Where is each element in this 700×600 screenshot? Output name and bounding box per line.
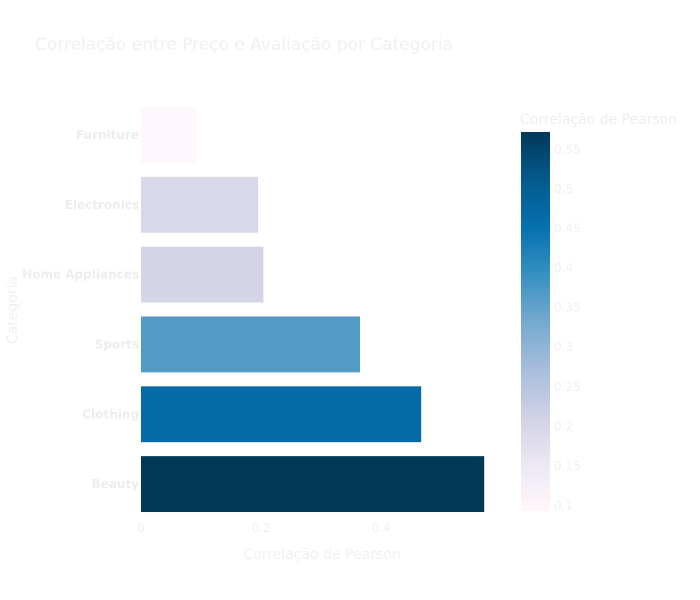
bar-home-appliances <box>141 246 264 303</box>
x-tick-label: 0.2 <box>251 521 270 535</box>
bars-group <box>141 106 485 513</box>
x-tick-labels: 0 0.2 0.4 <box>137 521 390 535</box>
y-tick-label: Clothing <box>82 407 139 421</box>
colorbar-tick-label: 0.3 <box>554 340 573 354</box>
colorbar-tick-labels: 0.1 0.15 0.2 0.25 0.3 0.35 0.4 0.45 0.5 0.55 <box>554 142 581 512</box>
colorbar <box>521 132 550 511</box>
y-tick-label: Beauty <box>92 477 140 491</box>
colorbar-tick-label: 0.2 <box>554 419 573 433</box>
y-tick-label: Furniture <box>76 128 139 142</box>
x-tick-label: 0.4 <box>371 521 390 535</box>
x-tick-label: 0 <box>137 521 145 535</box>
colorbar-tick-label: 0.4 <box>554 261 573 275</box>
y-tick-label: Home Appliances <box>22 268 139 282</box>
bar-sports <box>141 316 360 373</box>
colorbar-tick-label: 0.5 <box>554 182 573 196</box>
colorbar-tick-label: 0.25 <box>554 380 581 394</box>
colorbar-tick-label: 0.35 <box>554 301 581 315</box>
bar-furniture <box>141 106 197 163</box>
y-tick-labels: Furniture Electronics Home Appliances Sport… <box>22 128 139 491</box>
y-tick-label: Electronics <box>65 198 139 212</box>
x-axis-title: Correlação de Pearson <box>243 547 400 563</box>
bar-clothing <box>141 386 422 443</box>
y-tick-label: Sports <box>95 337 139 351</box>
colorbar-tick-label: 0.1 <box>554 498 573 512</box>
bar-beauty <box>141 456 485 513</box>
colorbar-tick-label: 0.45 <box>554 222 581 236</box>
y-axis-title: Categoria <box>5 276 21 344</box>
bar-electronics <box>141 176 258 233</box>
chart-title: Correlação entre Preço e Avaliação por C… <box>35 35 453 55</box>
colorbar-tick-label: 0.55 <box>554 142 581 156</box>
colorbar-title: Correlação de Pearson <box>520 112 677 128</box>
colorbar-tick-label: 0.15 <box>554 459 581 473</box>
